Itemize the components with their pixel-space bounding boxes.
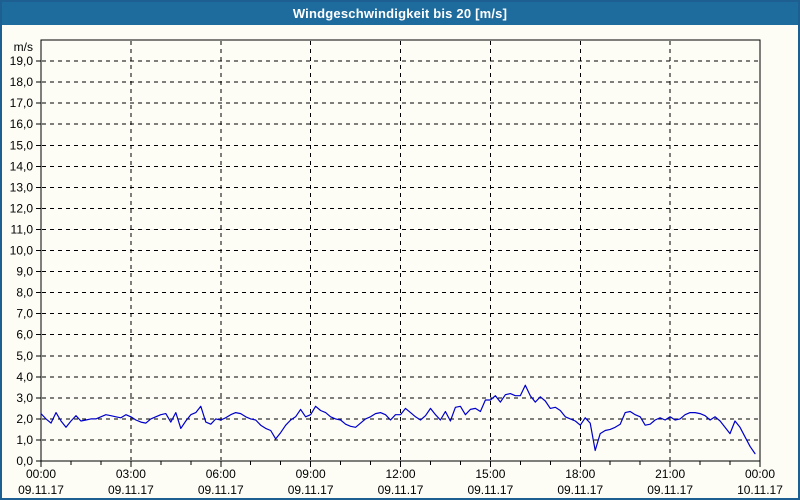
x-date-label: 10.11.17 xyxy=(737,483,783,497)
x-time-label: 09:00 xyxy=(296,467,326,481)
y-tick-label: 7,0 xyxy=(16,307,33,321)
x-date-label: 09.11.17 xyxy=(378,483,424,497)
y-tick-label: 12,0 xyxy=(10,201,34,215)
y-tick-label: 16,0 xyxy=(10,117,34,131)
x-date-label: 09.11.17 xyxy=(108,483,154,497)
x-date-label: 09.11.17 xyxy=(467,483,513,497)
y-tick-label: 5,0 xyxy=(16,349,33,363)
chart-title-bar: Windgeschwindigkeit bis 20 [m/s] xyxy=(2,2,798,25)
y-tick-label: 13,0 xyxy=(10,180,34,194)
y-tick-label: 6,0 xyxy=(16,328,33,342)
wind-speed-line-chart: 0,0 1,0 2,0 3,0 4,0 5,0 6,0 7,0 8,0 9,0 10,0 11,0 12… xyxy=(10,39,783,497)
y-tick-label: 17,0 xyxy=(10,96,34,110)
x-time-label: 18:00 xyxy=(565,467,595,481)
y-tick-label: 8,0 xyxy=(16,286,33,300)
x-date-label: 09.11.17 xyxy=(647,483,693,497)
x-time-label: 06:00 xyxy=(206,467,236,481)
y-tick-label: 2,0 xyxy=(16,412,33,426)
y-tick-label: 4,0 xyxy=(16,370,33,384)
x-time-label: 00:00 xyxy=(26,467,56,481)
y-tick-label: 0,0 xyxy=(16,454,33,468)
x-time-label: 03:00 xyxy=(116,467,146,481)
y-tick-label: 18,0 xyxy=(10,75,34,89)
y-tick-label: 1,0 xyxy=(16,433,33,447)
x-date-label: 09.11.17 xyxy=(198,483,244,497)
x-time-label: 21:00 xyxy=(655,467,685,481)
wind-speed-series-line xyxy=(40,384,756,455)
x-date-label: 09.11.17 xyxy=(288,483,334,497)
y-axis-unit-label: m/s xyxy=(14,40,33,54)
y-tick-label: 11,0 xyxy=(11,222,34,236)
y-tick-label: 9,0 xyxy=(16,265,33,279)
y-tick-label: 10,0 xyxy=(10,244,34,258)
y-tick-label: 19,0 xyxy=(10,54,34,68)
x-time-label: 15:00 xyxy=(475,467,505,481)
x-date-label: 09.11.17 xyxy=(557,483,603,497)
x-date-label: 09.11.17 xyxy=(18,483,64,497)
chart-area: 0,0 1,0 2,0 3,0 4,0 5,0 6,0 7,0 8,0 9,0 10,0 11,0 12… xyxy=(2,25,798,498)
y-tick-label: 3,0 xyxy=(16,391,33,405)
x-time-label: 12:00 xyxy=(385,467,415,481)
y-tick-label: 14,0 xyxy=(10,159,34,173)
y-tick-label: 15,0 xyxy=(10,138,34,152)
x-time-label: 00:00 xyxy=(745,467,775,481)
chart-title: Windgeschwindigkeit bis 20 [m/s] xyxy=(292,6,508,21)
